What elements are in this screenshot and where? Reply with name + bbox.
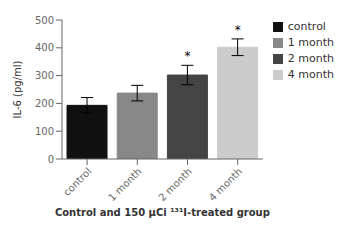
svg-text:1 month: 1 month (106, 166, 143, 203)
svg-text:IL-6 (pg/ml): IL-6 (pg/ml) (12, 60, 23, 118)
svg-text:Control and 150 μCi ¹³¹I-treat: Control and 150 μCi ¹³¹I-treated group (55, 207, 270, 218)
html-text:2 month: 2 month (287, 52, 334, 65)
svg-text:0: 0 (48, 154, 54, 165)
html-text:4 month: 4 month (287, 68, 334, 81)
svg-text:*: * (235, 23, 241, 37)
html-text:control: control (287, 20, 326, 33)
svg-text:500: 500 (35, 15, 54, 26)
svg-text:100: 100 (35, 126, 54, 137)
svg-text:4 month: 4 month (207, 166, 244, 203)
svg-text:control: control (61, 166, 93, 198)
svg-text:200: 200 (35, 98, 54, 109)
svg-text:400: 400 (35, 42, 54, 53)
svg-text:2 month: 2 month (156, 166, 193, 203)
html-text:1 month: 1 month (287, 36, 334, 49)
svg-text:300: 300 (35, 70, 54, 81)
svg-text:*: * (184, 49, 190, 63)
